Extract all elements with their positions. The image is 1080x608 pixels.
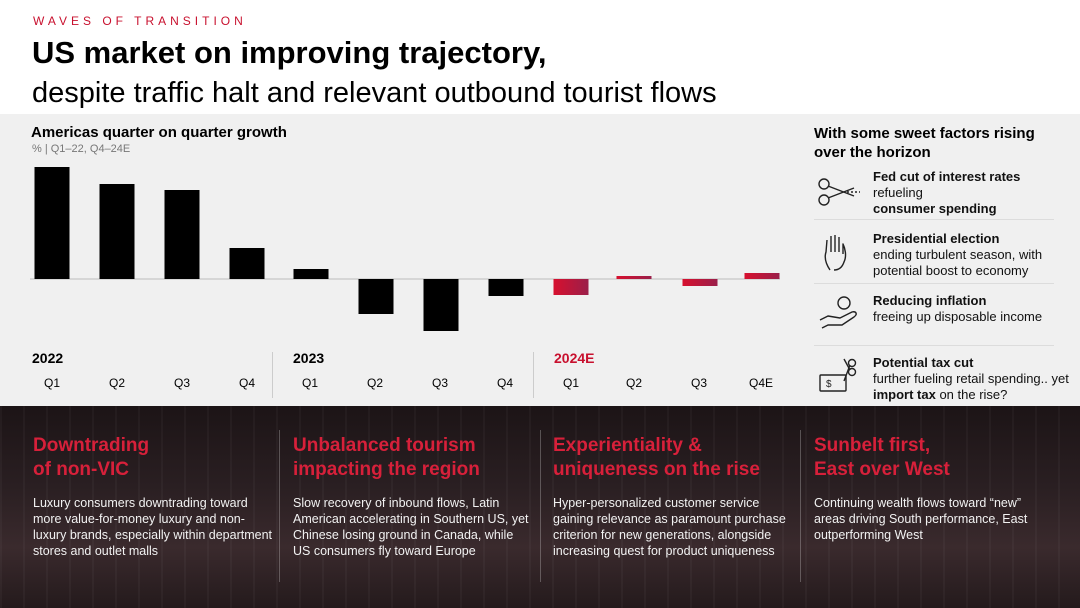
- hand-coin-icon: [814, 292, 864, 336]
- raised-hand-icon: [814, 230, 864, 274]
- year-label-2022: 2022: [32, 350, 64, 366]
- bar-q1-23: [293, 269, 329, 279]
- page-subtitle: despite traffic halt and relevant outbou…: [32, 77, 717, 109]
- factor-item-inflation: Reducing inflation freeing up disposable …: [873, 293, 1073, 325]
- insight-body: Slow recovery of inbound flows, Latin Am…: [293, 496, 529, 558]
- insight-heading: Experientiality & uniqueness on the rise: [553, 434, 793, 482]
- insight-heading-line: Unbalanced tourism: [293, 435, 476, 456]
- city-background: [0, 406, 1080, 608]
- bar-q4-23: [488, 279, 524, 296]
- bar-q1-22: [34, 167, 70, 279]
- quarter-label: Q4E: [748, 376, 773, 390]
- chart-title: Americas quarter on quarter growth: [31, 124, 287, 141]
- svg-text:$: $: [826, 379, 832, 390]
- factor-text: further fueling retail spending.. yet: [873, 371, 1069, 386]
- bar-q4-22: [229, 248, 265, 279]
- quarter-label: Q1: [301, 376, 318, 390]
- insight-body: Continuing wealth flows toward “new” are…: [814, 496, 1028, 542]
- insight-column: Unbalanced tourism impacting the region S…: [293, 434, 533, 559]
- insight-heading: Downtrading of non-VIC: [33, 434, 273, 482]
- dollar-scissors-icon: $: [814, 355, 864, 399]
- quarter-label: Q3: [431, 376, 448, 390]
- bar-q3-23: [423, 279, 459, 331]
- column-divider: [800, 430, 801, 582]
- insight-heading: Unbalanced tourism impacting the region: [293, 434, 533, 482]
- factor-divider: [814, 219, 1054, 220]
- column-divider: [279, 430, 280, 582]
- insight-heading-line: Experientiality &: [553, 435, 702, 456]
- bar-q2-23: [358, 279, 394, 314]
- scissors-icon: [814, 170, 864, 214]
- insight-column: Downtrading of non-VIC Luxury consumers d…: [33, 434, 273, 559]
- insight-column: Sunbelt first, East over West Continuing …: [814, 434, 1054, 543]
- factor-item-tax-cut: Potential tax cut further fueling retail …: [873, 355, 1073, 403]
- insight-heading: Sunbelt first, East over West: [814, 434, 1054, 482]
- factor-bold: import tax: [873, 387, 936, 402]
- insight-heading-line: impacting the region: [293, 459, 480, 480]
- factor-bold: Potential tax cut: [873, 355, 974, 370]
- factor-bold: Presidential election: [873, 231, 1000, 246]
- factor-bold: Fed cut of interest rates: [873, 169, 1021, 184]
- factor-item-fed-cut: Fed cut of interest rates refueling cons…: [873, 169, 1073, 217]
- column-divider: [540, 430, 541, 582]
- bar-q4-24e: [744, 273, 780, 279]
- insight-heading-line: Downtrading: [33, 435, 150, 456]
- quarter-label: Q1: [43, 376, 60, 390]
- factor-bold: Reducing inflation: [873, 293, 987, 308]
- bar-q2-22: [99, 184, 135, 279]
- insight-heading-line: uniqueness on the rise: [553, 459, 760, 480]
- insight-heading-line: of non-VIC: [33, 459, 130, 480]
- insight-body: Luxury consumers downtrading toward more…: [33, 496, 273, 558]
- quarter-label: Q4: [496, 376, 513, 390]
- bar-q1-24e: [553, 279, 589, 295]
- quarter-label: Q2: [366, 376, 383, 390]
- quarter-label: Q1: [562, 376, 579, 390]
- factor-divider: [814, 283, 1054, 284]
- insight-heading-line: Sunbelt first,: [814, 435, 931, 456]
- quarter-label: Q4: [238, 376, 255, 390]
- factor-divider: [814, 345, 1054, 346]
- year-divider: [533, 352, 534, 398]
- quarter-label: Q2: [625, 376, 642, 390]
- chart-subtitle: % | Q1–22, Q4–24E: [32, 143, 131, 155]
- quarter-label: Q2: [108, 376, 125, 390]
- factor-text: ending turbulent season, with potential …: [873, 247, 1043, 278]
- bar-q3-22: [164, 190, 200, 279]
- factor-text: refueling: [873, 185, 923, 200]
- quarter-label: Q3: [690, 376, 707, 390]
- factor-text: on the rise?: [935, 387, 1008, 402]
- factor-item-election: Presidential election ending turbulent se…: [873, 231, 1073, 279]
- factor-text: freeing up disposable income: [873, 309, 1043, 324]
- bar-chart: [30, 167, 780, 331]
- year-label-2024e: 2024E: [554, 350, 595, 366]
- insight-heading-line: East over West: [814, 459, 950, 480]
- page-title: US market on improving trajectory,: [32, 35, 547, 70]
- factor-bold: consumer spending: [873, 201, 997, 216]
- factors-title: With some sweet factors rising over the …: [814, 125, 1035, 161]
- insight-column: Experientiality & uniqueness on the rise …: [553, 434, 793, 559]
- bar-q3-24e: [682, 279, 718, 286]
- year-label-2023: 2023: [293, 350, 325, 366]
- bar-q2-24e: [616, 276, 652, 279]
- year-divider: [272, 352, 273, 398]
- quarter-label: Q3: [173, 376, 190, 390]
- insight-body: Hyper-personalized customer service gain…: [553, 496, 786, 558]
- kicker: WAVES OF TRANSITION: [33, 14, 247, 28]
